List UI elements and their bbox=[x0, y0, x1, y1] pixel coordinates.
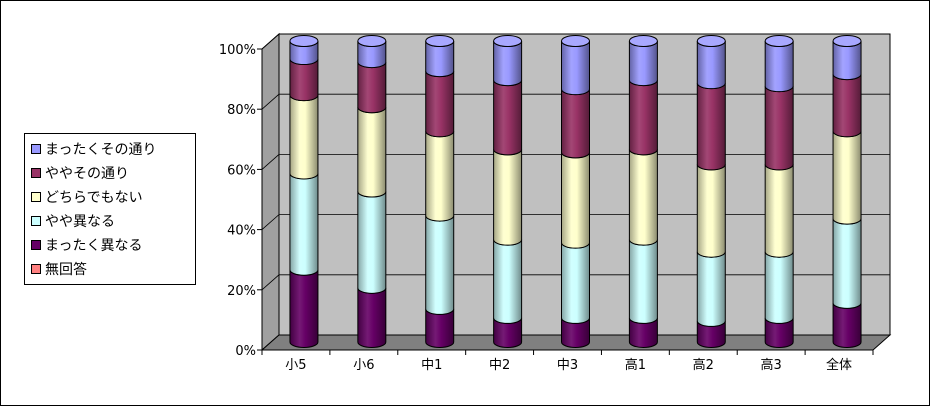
bar-top-高2 bbox=[696, 35, 726, 47]
bar-高3-やや異なる bbox=[764, 251, 794, 324]
bar-中2-やや異なる bbox=[493, 239, 523, 324]
bar-全体-やや異なる bbox=[832, 218, 862, 309]
bar-全体-まったく異なる bbox=[832, 302, 862, 348]
bar-小6-ややその通り bbox=[357, 61, 387, 114]
side-wall bbox=[261, 32, 280, 352]
legend-swatch bbox=[31, 168, 41, 178]
bar-小5-まったく異なる bbox=[289, 269, 319, 348]
y-tick-label: 20% bbox=[227, 284, 256, 299]
y-tick-label: 60% bbox=[227, 163, 256, 178]
bar-小6-やや異なる bbox=[357, 191, 387, 294]
bar-stack-高3 bbox=[764, 35, 794, 348]
bar-中1-やや異なる bbox=[425, 215, 455, 315]
legend-label: まったく異なる bbox=[45, 238, 143, 254]
bar-高2-どちらでもない bbox=[696, 164, 726, 258]
bar-高3-まったくその通り bbox=[764, 40, 794, 93]
bar-高2-まったくその通り bbox=[696, 40, 726, 90]
bar-stack-中1 bbox=[425, 35, 455, 348]
bar-中3-ややその通り bbox=[561, 89, 590, 159]
legend-label: どちらでもない bbox=[45, 190, 143, 206]
legend-label: やや異なる bbox=[45, 214, 115, 230]
y-tick-label: 40% bbox=[227, 224, 256, 239]
gridline bbox=[261, 93, 890, 110]
legend-label: まったくその通り bbox=[45, 142, 157, 158]
bar-top-高1 bbox=[628, 35, 658, 47]
x-tick-label: 高3 bbox=[761, 357, 782, 373]
bar-中1-どちらでもない bbox=[425, 131, 455, 222]
bar-全体-どちらでもない bbox=[832, 131, 862, 225]
bar-stack-高2 bbox=[696, 35, 726, 348]
bar-stack-全体 bbox=[832, 35, 862, 348]
bar-高1-ややその通り bbox=[628, 80, 658, 156]
legend-swatch bbox=[31, 192, 41, 202]
bar-top-中2 bbox=[493, 35, 523, 47]
gridline bbox=[261, 33, 890, 50]
x-tick-label: 小5 bbox=[285, 358, 306, 373]
bar-小6-まったく異なる bbox=[357, 287, 387, 348]
bar-高3-どちらでもない bbox=[764, 164, 794, 258]
y-tick-label: 100% bbox=[219, 43, 256, 58]
bar-中3-どちらでもない bbox=[561, 152, 590, 249]
gridline bbox=[261, 214, 890, 230]
bar-中3-まったくその通り bbox=[561, 40, 590, 96]
bar-top-中1 bbox=[425, 35, 455, 47]
bar-高3-ややその通り bbox=[764, 86, 794, 171]
bar-top-小6 bbox=[357, 35, 387, 47]
bar-中3-やや異なる bbox=[561, 242, 590, 324]
bar-top-高3 bbox=[764, 35, 794, 47]
bar-小5-やや異なる bbox=[289, 173, 319, 276]
bar-小6-どちらでもない bbox=[357, 107, 387, 198]
legend-item: 無回答 bbox=[31, 257, 195, 281]
bar-top-全体 bbox=[832, 35, 862, 47]
y-tick-label: 0% bbox=[235, 344, 256, 359]
bar-高2-ややその通り bbox=[696, 83, 726, 171]
bar-stack-小6 bbox=[357, 35, 387, 348]
bar-全体-ややその通り bbox=[832, 73, 862, 138]
bar-stack-小5 bbox=[289, 35, 319, 348]
legend-item: どちらでもない bbox=[31, 185, 195, 209]
legend-item: やや異なる bbox=[31, 209, 195, 233]
bar-中1-ややその通り bbox=[425, 70, 455, 138]
x-tick-label: 高2 bbox=[693, 357, 714, 373]
legend-swatch bbox=[31, 240, 41, 250]
bar-中2-どちらでもない bbox=[493, 149, 523, 246]
gridline bbox=[261, 274, 890, 291]
legend-swatch bbox=[31, 264, 41, 274]
bar-stack-高1 bbox=[628, 35, 658, 348]
legend-swatch bbox=[31, 144, 41, 154]
x-tick-label: 全体 bbox=[826, 357, 852, 373]
x-tick-label: 中2 bbox=[489, 358, 510, 373]
bar-高2-やや異なる bbox=[696, 251, 726, 327]
gridline bbox=[261, 153, 890, 170]
legend-item: まったくその通り bbox=[31, 137, 195, 161]
bar-小5-ややその通り bbox=[289, 58, 319, 102]
legend-swatch bbox=[31, 216, 41, 226]
bar-top-中3 bbox=[561, 35, 590, 47]
legend-label: ややその通り bbox=[45, 166, 129, 182]
legend-item: まったく異なる bbox=[31, 233, 195, 257]
bar-高1-やや異なる bbox=[628, 239, 658, 324]
x-tick-label: 中1 bbox=[421, 358, 442, 373]
legend: まったくその通り ややその通り どちらでもない やや異なるまったく異なる 無回答 bbox=[24, 133, 196, 285]
legend-label: 無回答 bbox=[45, 262, 87, 278]
bar-stack-中3 bbox=[561, 35, 590, 348]
x-tick-label: 中3 bbox=[557, 358, 578, 373]
bar-中2-まったくその通り bbox=[493, 40, 523, 87]
y-tick-label: 80% bbox=[227, 103, 256, 118]
bar-高1-どちらでもない bbox=[628, 149, 658, 246]
bar-小5-どちらでもない bbox=[289, 95, 319, 180]
bar-中2-ややその通り bbox=[493, 80, 523, 156]
legend-item: ややその通り bbox=[31, 161, 195, 185]
x-tick-label: 高1 bbox=[625, 357, 646, 373]
bar-top-小5 bbox=[289, 35, 319, 47]
x-tick-label: 小6 bbox=[353, 358, 374, 373]
bar-高1-まったくその通り bbox=[628, 40, 658, 87]
bar-stack-中2 bbox=[493, 35, 523, 348]
